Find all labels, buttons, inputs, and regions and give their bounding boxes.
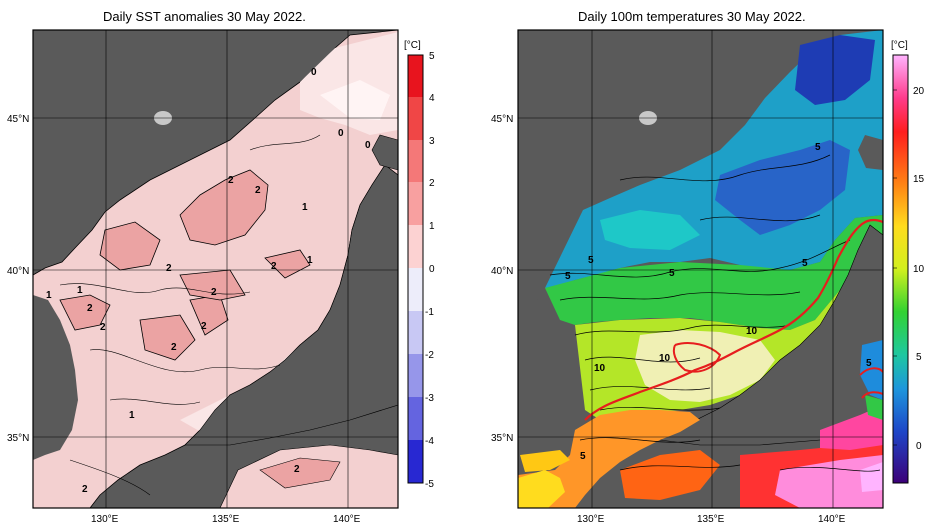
contour-label: 1 (77, 285, 83, 296)
contour-label: 2 (201, 321, 207, 332)
lat-label: 40°N (491, 266, 513, 277)
lat-label: 35°N (491, 433, 513, 444)
right-graticule (518, 30, 883, 508)
colorbar-unit: [°C] (891, 40, 908, 51)
contour-label: 10 (746, 326, 758, 337)
lon-label: 140°E (333, 514, 361, 525)
contour-label: 2 (211, 287, 217, 298)
contour-label: 2 (271, 261, 277, 272)
colorbar-tick: 0 (916, 441, 922, 452)
contour-label: 5 (565, 271, 571, 282)
contour-label: 1 (46, 290, 52, 301)
left-axis-labels: 45°N 40°N 35°N 130°E 135°E 140°E (7, 114, 361, 525)
colorbar-tick: 1 (429, 221, 435, 232)
contour-label: 5 (580, 451, 586, 462)
contour-label: 2 (294, 464, 300, 475)
lon-label: 130°E (577, 514, 605, 525)
colorbar-tick: -1 (425, 307, 434, 318)
left-graticule (33, 30, 398, 508)
colorbar-tick: 4 (429, 93, 435, 104)
colorbar-tick: 20 (913, 86, 925, 97)
left-contour-labels: 0 0 0 2 2 1 2 2 1 2 1 1 2 2 2 2 1 2 2 (46, 67, 371, 495)
lon-label: 130°E (91, 514, 119, 525)
contour-label: 1 (307, 255, 313, 266)
contour-label: 0 (338, 128, 344, 139)
contour-label: 5 (815, 142, 821, 153)
colorbar-tick: 2 (429, 178, 435, 189)
contour-label: 5 (802, 258, 808, 269)
lat-label: 45°N (491, 114, 513, 125)
colorbar-tick: -5 (425, 479, 434, 490)
contour-label: 2 (82, 484, 88, 495)
colorbar-tick: 5 (916, 352, 922, 363)
contour-label: 5 (669, 268, 675, 279)
contour-label: 2 (100, 322, 106, 333)
lat-label: 35°N (7, 433, 29, 444)
colorbar-tick: -4 (425, 436, 434, 447)
contour-label: 0 (365, 140, 371, 151)
temperature-colorbar: [°C] 20 15 10 5 0 (891, 40, 925, 484)
right-axis-labels: 45°N 40°N 35°N 130°E 135°E 140°E (491, 114, 846, 525)
colorbar-tick: 3 (429, 136, 435, 147)
contour-label: 5 (588, 255, 594, 266)
left-panel-title: Daily SST anomalies 30 May 2022. (103, 9, 306, 24)
contour-label: 2 (166, 263, 172, 274)
right-panel-title: Daily 100m temperatures 30 May 2022. (578, 9, 806, 24)
lat-label: 40°N (7, 266, 29, 277)
lat-label: 45°N (7, 114, 29, 125)
land-honshu (184, 164, 398, 446)
left-map (33, 30, 398, 508)
contour-label: 1 (129, 410, 135, 421)
lon-label: 135°E (697, 514, 725, 525)
right-map (518, 30, 883, 508)
contour-label: 0 (311, 67, 317, 78)
colorbar-tick: -2 (425, 350, 434, 361)
contour-label: 10 (594, 363, 606, 374)
colorbar-tick: -3 (425, 393, 434, 404)
contour-label: 2 (228, 175, 234, 186)
contour-label: 2 (171, 342, 177, 353)
contour-label: 5 (866, 358, 872, 369)
lon-label: 135°E (212, 514, 240, 525)
colorbar-unit: [°C] (404, 40, 421, 51)
colorbar-tick: 0 (429, 264, 435, 275)
contour-label: 2 (255, 185, 261, 196)
contour-label: 1 (302, 202, 308, 213)
colorbar-tick: 15 (913, 174, 925, 185)
lon-label: 140°E (818, 514, 846, 525)
colorbar-tick: 5 (429, 51, 435, 62)
colorbar-tick: 10 (913, 264, 925, 275)
sst-anomaly-colorbar: [°C] 5 4 3 2 1 0 -1 -2 -3 -4 -5 (404, 40, 435, 490)
right-contour-labels: 5 5 5 5 5 10 10 10 5 5 (565, 142, 872, 462)
contour-label: 10 (659, 353, 671, 364)
contour-label: 2 (87, 303, 93, 314)
